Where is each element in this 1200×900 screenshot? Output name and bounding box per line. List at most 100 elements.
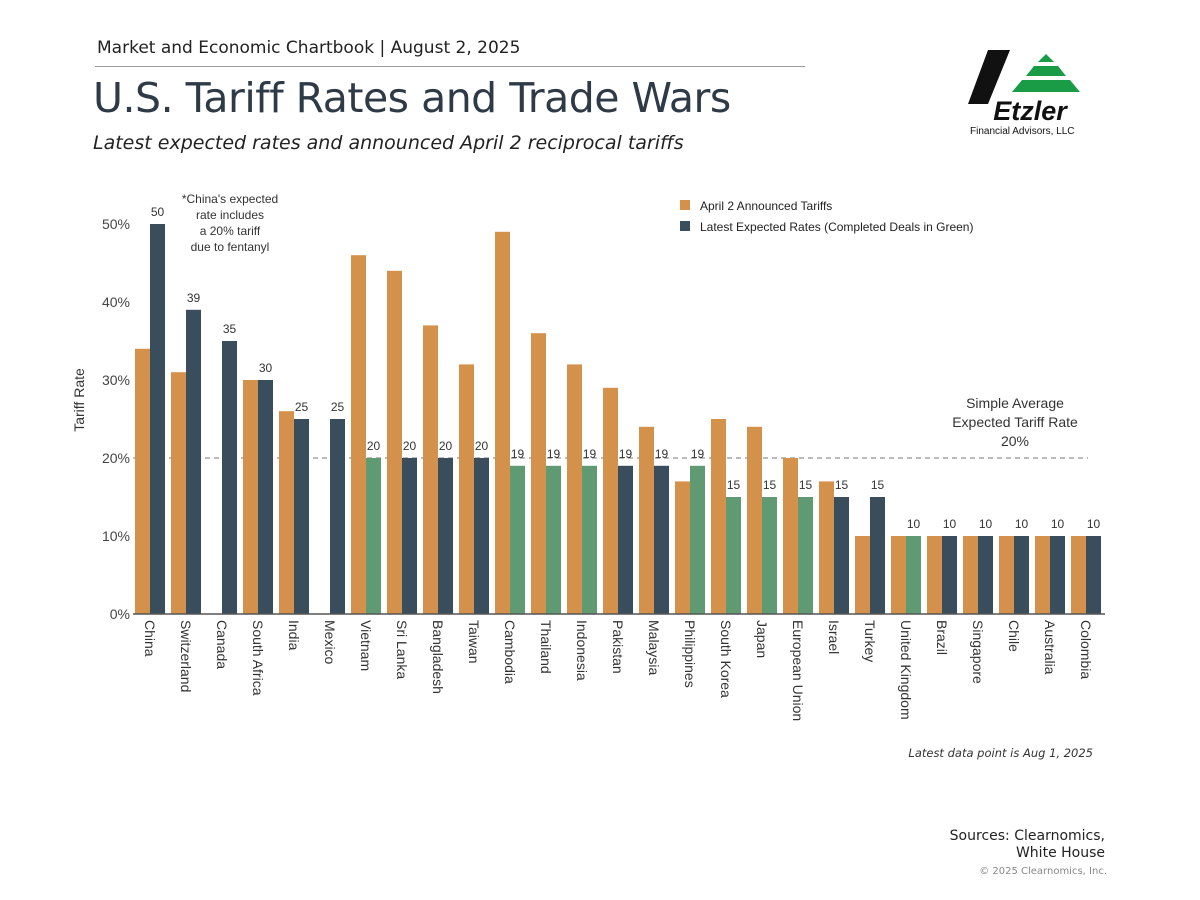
- bar-announced: [819, 481, 834, 614]
- bar-announced: [603, 387, 618, 614]
- sources-note: Sources: Clearnomics, White House: [950, 828, 1105, 862]
- bar-announced: [495, 231, 510, 615]
- bar-expected: [258, 380, 273, 614]
- page-subtitle: Latest expected rates and announced Apri…: [93, 132, 684, 154]
- data-label-expected: 25: [295, 400, 309, 414]
- data-label-expected: 30: [259, 361, 273, 375]
- logo-subtitle: Financial Advisors, LLC: [970, 126, 1075, 137]
- x-tick-label: Canada: [214, 620, 230, 669]
- y-tick-label: 50%: [102, 216, 130, 232]
- bar-completed-deal: [582, 465, 597, 614]
- bar-announced: [351, 255, 366, 614]
- data-label-expected: 35: [223, 322, 237, 336]
- bar-announced: [1071, 536, 1086, 614]
- bar-completed-deal: [366, 458, 381, 614]
- bar-expected: [870, 497, 885, 614]
- bar-completed-deal: [906, 536, 921, 614]
- data-label-expected: 19: [547, 447, 561, 461]
- x-tick-label: Philippines: [682, 620, 698, 688]
- bar-expected: [150, 224, 165, 614]
- data-label-expected: 20: [475, 439, 489, 453]
- bar-expected: [438, 458, 453, 614]
- bar-announced: [927, 536, 942, 614]
- bar-completed-deal: [510, 465, 525, 614]
- data-label-expected: 15: [871, 478, 885, 492]
- data-label-expected: 20: [439, 439, 453, 453]
- data-label-expected: 15: [763, 478, 777, 492]
- bar-expected: [402, 458, 417, 614]
- bar-expected: [618, 465, 633, 614]
- x-tick-label: Turkey: [862, 620, 878, 662]
- page-title: U.S. Tariff Rates and Trade Wars: [93, 74, 731, 122]
- x-tick-label: United Kingdom: [898, 620, 914, 720]
- legend-label-announced: April 2 Announced Tariffs: [700, 199, 832, 213]
- x-tick-label: Singapore: [970, 620, 986, 684]
- data-label-expected: 19: [511, 447, 525, 461]
- bar-expected: [186, 309, 201, 614]
- data-label-expected: 10: [1087, 517, 1101, 531]
- x-tick-label: South Africa: [250, 620, 266, 696]
- x-tick-label: China: [142, 620, 158, 657]
- y-tick-label: 10%: [102, 528, 130, 544]
- sources-line-2: White House: [1015, 845, 1105, 861]
- copyright: © 2025 Clearnomics, Inc.: [979, 866, 1107, 877]
- reference-line-label: Expected Tariff Rate: [952, 414, 1078, 430]
- x-tick-label: European Union: [790, 620, 806, 721]
- x-tick-label: Brazil: [934, 620, 950, 655]
- y-tick-label: 30%: [102, 372, 130, 388]
- bar-announced: [135, 348, 150, 614]
- x-tick-label: Japan: [754, 620, 770, 658]
- bar-announced: [531, 333, 546, 614]
- legend-label-expected: Latest Expected Rates (Completed Deals i…: [700, 220, 973, 234]
- x-tick-label: Colombia: [1078, 620, 1094, 679]
- bar-announced: [891, 536, 906, 614]
- x-tick-label: South Korea: [718, 620, 734, 698]
- bar-completed-deal: [726, 497, 741, 614]
- bar-completed-deal: [762, 497, 777, 614]
- bar-announced: [999, 536, 1014, 614]
- x-tick-label: Chile: [1006, 620, 1022, 652]
- x-tick-label: Switzerland: [178, 620, 194, 692]
- logo-slash: [968, 50, 1010, 104]
- logo-triangle-top: [1038, 54, 1054, 62]
- data-label-expected: 19: [655, 447, 669, 461]
- bar-expected: [222, 341, 237, 614]
- x-tick-label: Mexico: [322, 620, 338, 665]
- bar-announced: [675, 481, 690, 614]
- data-label-expected: 15: [835, 478, 849, 492]
- data-label-expected: 15: [799, 478, 813, 492]
- x-tick-label: Israel: [826, 620, 842, 654]
- china-annotation: *China's expected: [182, 192, 278, 206]
- bar-expected: [978, 536, 993, 614]
- bar-announced: [171, 372, 186, 614]
- bar-announced: [387, 270, 402, 614]
- sources-line-1: Sources: Clearnomics,: [949, 828, 1105, 844]
- data-label-expected: 19: [691, 447, 705, 461]
- data-label-expected: 10: [907, 517, 921, 531]
- bar-announced: [855, 536, 870, 614]
- header-divider: [95, 66, 805, 67]
- china-annotation: rate includes: [196, 208, 264, 222]
- x-tick-label: Cambodia: [502, 620, 518, 684]
- bar-expected: [654, 465, 669, 614]
- chartbook-header: Market and Economic Chartbook | August 2…: [97, 38, 521, 58]
- data-label-expected: 25: [331, 400, 345, 414]
- x-tick-label: Taiwan: [466, 620, 482, 664]
- bar-expected: [834, 497, 849, 614]
- etzler-logo: Etzler: [968, 50, 1080, 126]
- data-label-expected: 10: [1051, 517, 1065, 531]
- bar-completed-deal: [798, 497, 813, 614]
- x-tick-label: Malaysia: [646, 620, 662, 675]
- bar-expected: [294, 419, 309, 614]
- data-label-expected: 20: [403, 439, 417, 453]
- y-tick-label: 20%: [102, 450, 130, 466]
- bar-announced: [423, 325, 438, 614]
- bar-completed-deal: [690, 465, 705, 614]
- reference-line-label: Simple Average: [966, 395, 1064, 411]
- reference-line-label: 20%: [1001, 433, 1029, 449]
- bar-expected: [1086, 536, 1101, 614]
- bar-completed-deal: [546, 465, 561, 614]
- china-annotation: due to fentanyl: [191, 240, 270, 254]
- data-label-expected: 10: [1015, 517, 1029, 531]
- data-label-expected: 39: [187, 291, 201, 305]
